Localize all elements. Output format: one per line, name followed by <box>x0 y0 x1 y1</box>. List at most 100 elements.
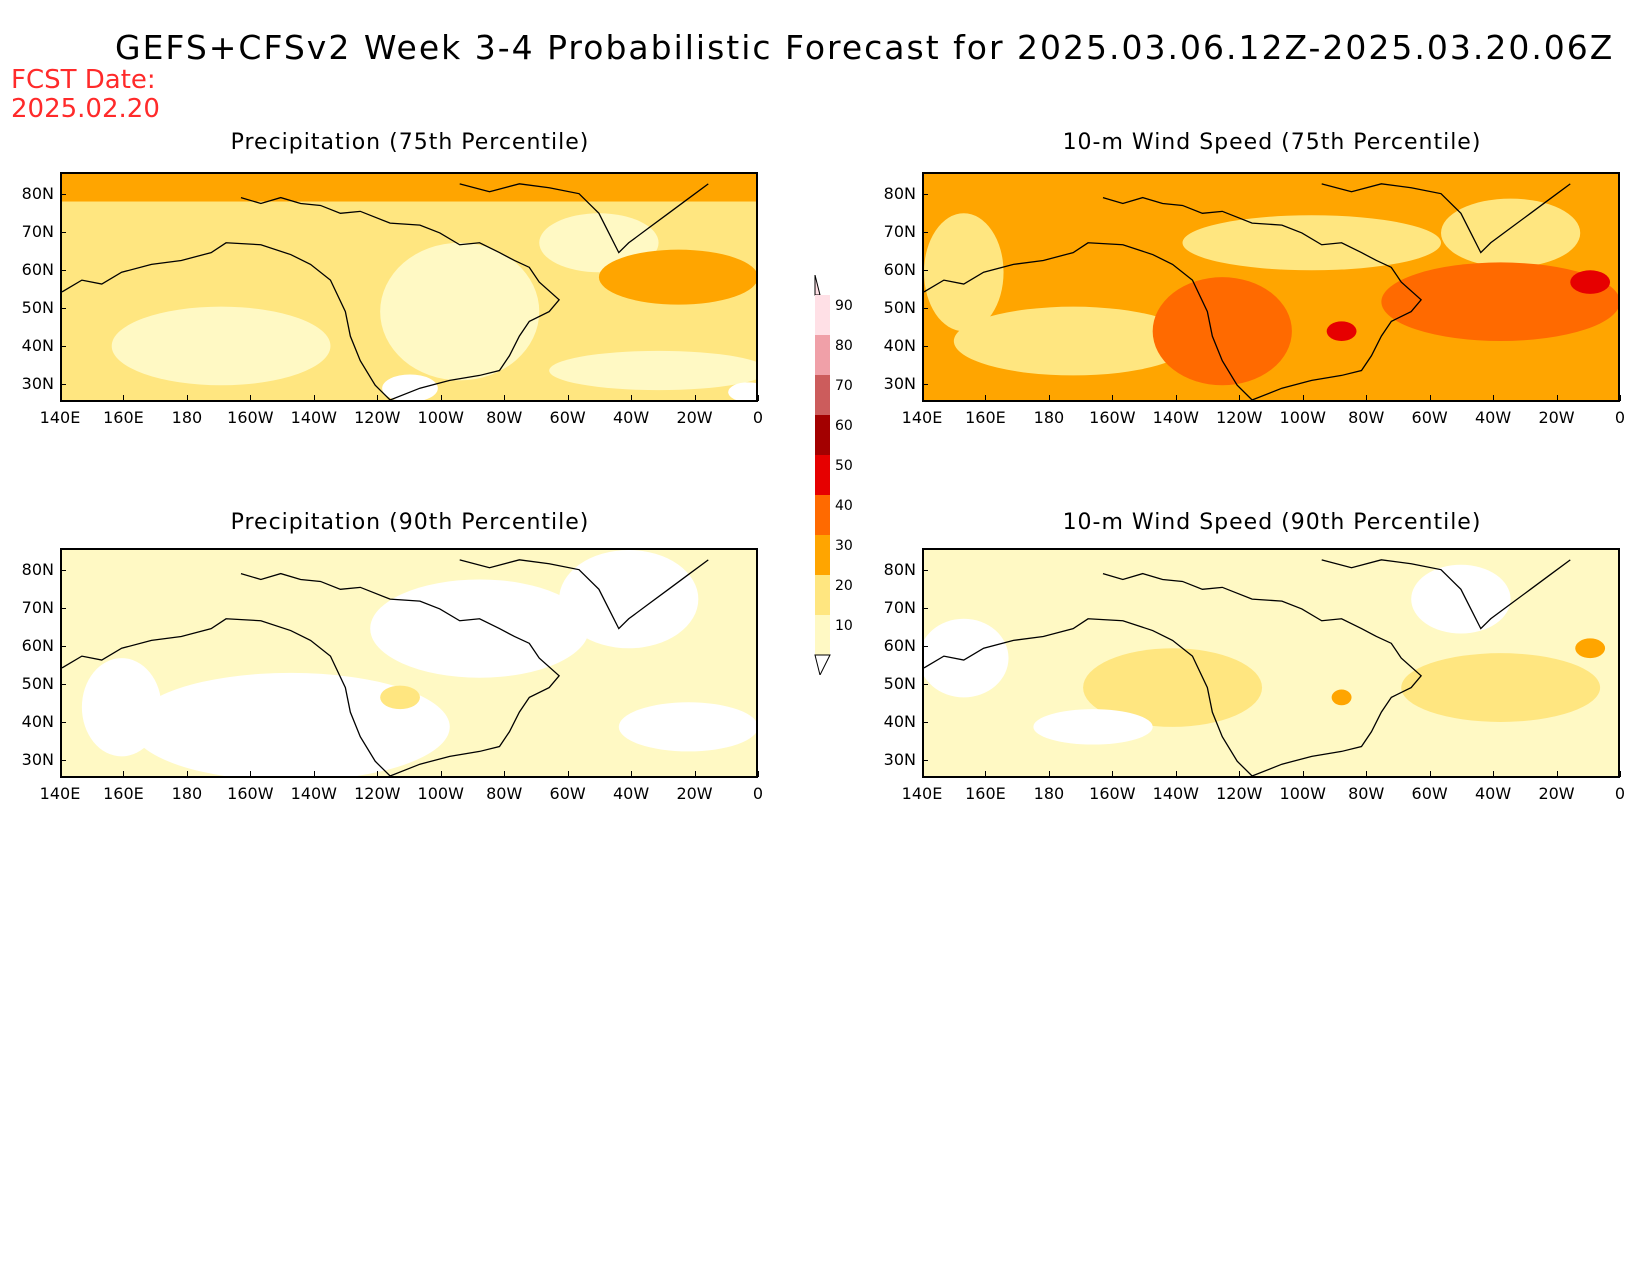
lon-tick <box>440 395 442 401</box>
lat-label: 30N <box>883 750 916 769</box>
lon-label: 20W <box>1538 408 1575 427</box>
lon-label: 60W <box>1411 784 1448 803</box>
lon-tick <box>1556 395 1558 401</box>
contour-region <box>1570 270 1611 294</box>
lon-label: 40W <box>612 408 650 427</box>
map-precip75 <box>60 172 758 402</box>
lat-tick <box>922 308 928 309</box>
lon-tick <box>123 395 125 401</box>
lon-label: 20W <box>1538 784 1575 803</box>
coastline <box>62 559 709 776</box>
map-wind75 <box>922 172 1620 402</box>
lon-label: 180 <box>171 408 203 427</box>
lon-label: 80W <box>486 784 523 803</box>
lon-tick <box>1429 771 1431 777</box>
forecast-date-label: FCST Date: <box>11 65 156 95</box>
map-field <box>924 550 1618 776</box>
lat-label: 40N <box>21 336 54 355</box>
lon-tick <box>758 771 759 777</box>
lon-tick <box>1175 395 1177 401</box>
lon-tick <box>504 395 506 401</box>
lat-tick <box>922 194 928 195</box>
lon-label: 120W <box>1216 408 1263 427</box>
lat-tick <box>922 722 928 723</box>
lon-label: 0 <box>1614 784 1626 803</box>
map-field <box>62 174 756 400</box>
lat-label: 40N <box>883 712 916 731</box>
lon-label: 100W <box>417 784 464 803</box>
lat-label: 50N <box>883 674 916 693</box>
lon-label: 0 <box>752 784 764 803</box>
colorbar-label: 50 <box>835 458 853 474</box>
lat-label: 70N <box>883 598 916 617</box>
contour-region <box>1182 215 1442 271</box>
lon-tick <box>1302 771 1304 777</box>
lon-tick <box>377 771 379 777</box>
lon-tick <box>1048 395 1050 401</box>
lon-label: 100W <box>1279 784 1326 803</box>
contour-region <box>598 249 756 305</box>
lat-tick <box>922 384 928 385</box>
contour-region <box>1441 198 1581 268</box>
contour-region <box>1575 638 1606 659</box>
lon-tick <box>1556 771 1558 777</box>
lon-tick <box>1239 771 1241 777</box>
lat-label: 30N <box>21 374 54 393</box>
lat-tick <box>60 346 66 347</box>
colorbar-segment <box>815 335 830 375</box>
lon-label: 140W <box>1152 408 1199 427</box>
colorbar-label: 90 <box>835 298 853 314</box>
lat-tick <box>922 760 928 761</box>
lon-tick <box>1366 771 1368 777</box>
lon-label: 60W <box>549 408 586 427</box>
contour-region <box>131 672 450 776</box>
lon-tick <box>186 771 188 777</box>
lon-tick <box>985 771 987 777</box>
lon-label: 20W <box>676 784 713 803</box>
lat-tick <box>922 608 928 609</box>
lon-label: 160W <box>227 408 274 427</box>
lon-label: 80W <box>1348 784 1385 803</box>
lon-label: 120W <box>354 784 401 803</box>
lon-tick <box>123 771 125 777</box>
lon-label: 140E <box>901 784 943 803</box>
main-title: GEFS+CFSv2 Week 3-4 Probabilistic Foreca… <box>115 28 1615 67</box>
colorbar-label: 70 <box>835 378 853 394</box>
lon-tick <box>60 771 61 777</box>
lon-tick <box>440 771 442 777</box>
lon-label: 80W <box>486 408 523 427</box>
lon-label: 60W <box>549 784 586 803</box>
lon-label: 40W <box>1474 784 1512 803</box>
lon-tick <box>631 771 633 777</box>
lat-label: 80N <box>883 560 916 579</box>
lat-tick <box>922 232 928 233</box>
contour-region <box>618 702 756 752</box>
lon-tick <box>60 395 61 401</box>
coastline <box>924 559 1571 776</box>
lat-label: 50N <box>21 674 54 693</box>
lon-label: 120W <box>1216 784 1263 803</box>
contour-region <box>370 579 589 678</box>
lon-label: 140E <box>39 408 81 427</box>
lon-label: 180 <box>1033 408 1065 427</box>
contour-region <box>81 658 162 757</box>
lat-label: 60N <box>21 636 54 655</box>
colorbar-segment <box>815 375 830 415</box>
lon-tick <box>1429 395 1431 401</box>
colorbar-label: 60 <box>835 418 853 434</box>
lon-tick <box>1620 771 1621 777</box>
lon-label: 60W <box>1411 408 1448 427</box>
colorbar-top-arrow <box>814 274 821 296</box>
colorbar-svg: 90 80 70 60 50 40 30 20 10 <box>814 274 853 677</box>
lon-tick <box>1493 771 1495 777</box>
contour-region <box>1381 262 1618 342</box>
colorbar-label: 30 <box>835 538 853 554</box>
contour-region <box>111 306 331 386</box>
lon-label: 0 <box>1614 408 1626 427</box>
coastline <box>62 183 709 400</box>
lon-label: 160E <box>965 784 1006 803</box>
contour-region <box>1033 709 1153 745</box>
lon-label: 160W <box>227 784 274 803</box>
lat-tick <box>60 194 66 195</box>
contour-region <box>380 685 420 710</box>
